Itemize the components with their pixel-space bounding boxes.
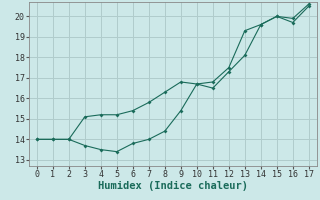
- X-axis label: Humidex (Indice chaleur): Humidex (Indice chaleur): [98, 181, 248, 191]
